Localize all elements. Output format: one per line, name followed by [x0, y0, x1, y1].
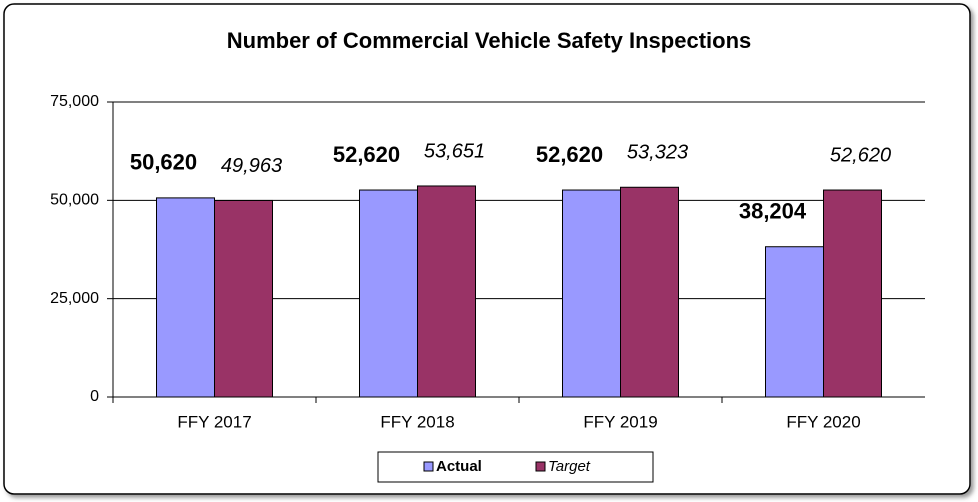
legend-label: Actual: [436, 458, 482, 475]
y-tick-label: 0: [90, 388, 99, 405]
bar: [359, 189, 418, 398]
value-label: 53,323: [627, 142, 688, 164]
value-label: 50,620: [130, 150, 197, 175]
bar: [765, 246, 824, 398]
y-tick-label: 50,000: [50, 192, 99, 209]
bar: [823, 189, 882, 398]
value-label: 52,620: [830, 144, 891, 166]
bar: [214, 199, 273, 398]
legend-swatch: [423, 461, 434, 472]
value-label: 52,620: [333, 142, 400, 167]
legend-label: Target: [548, 458, 591, 475]
x-tick-label: FFY 2019: [583, 412, 657, 431]
bar: [562, 189, 621, 398]
x-tick-label: FFY 2017: [177, 412, 251, 431]
value-label: 49,963: [221, 155, 282, 177]
value-label: 52,620: [536, 142, 603, 167]
bar: [620, 186, 679, 398]
chart-title: Number of Commercial Vehicle Safety Insp…: [227, 28, 752, 53]
legend-swatch: [535, 461, 546, 472]
bar: [156, 197, 215, 398]
bar: [417, 185, 476, 398]
value-label: 53,651: [424, 140, 485, 162]
x-tick-label: FFY 2020: [786, 412, 860, 431]
x-tick-label: FFY 2018: [380, 412, 454, 431]
y-tick-label: 75,000: [50, 93, 99, 110]
y-tick-label: 25,000: [50, 290, 99, 307]
value-label: 38,204: [739, 199, 807, 224]
legend-box: [377, 451, 654, 483]
